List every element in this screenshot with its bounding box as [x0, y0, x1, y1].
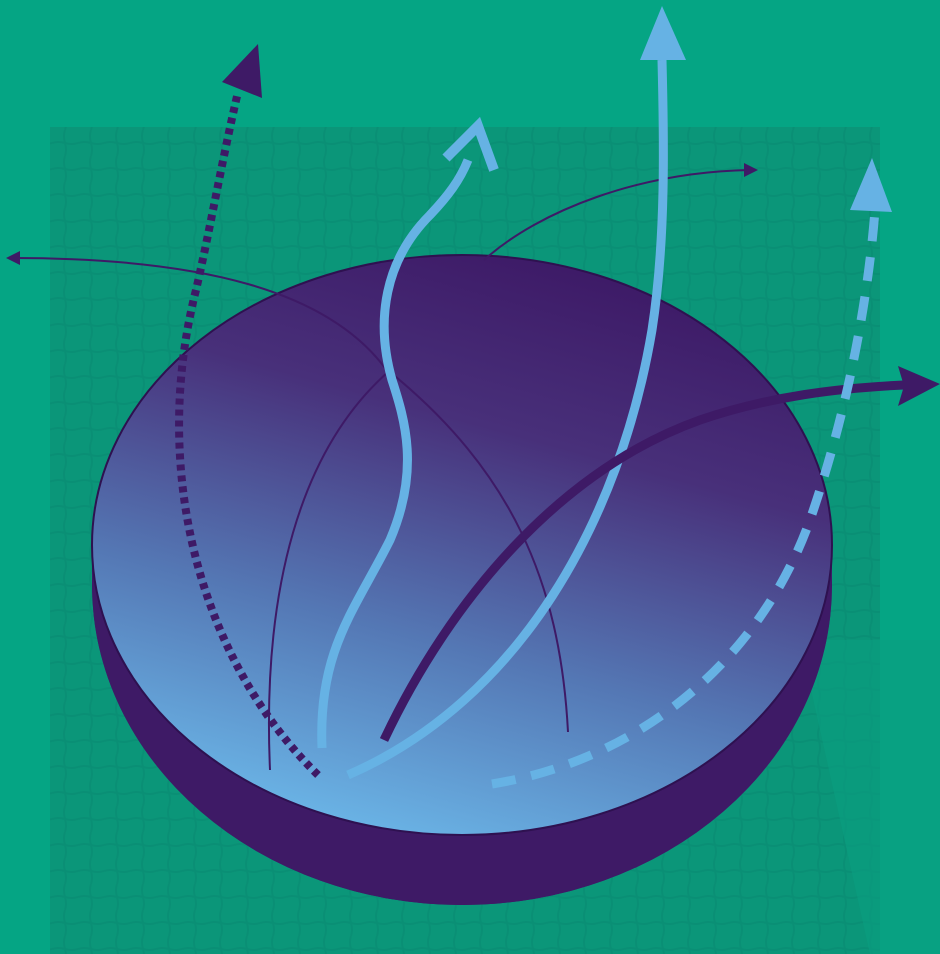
background-shade: [800, 640, 940, 954]
thin-right-arrow: [483, 169, 751, 261]
thick-dark-arrowhead: [898, 366, 940, 406]
tall-light-arrowhead: [640, 6, 686, 60]
wavy-light-arrowhead: [442, 116, 499, 172]
thick-dark-arrow: [379, 380, 905, 742]
thin-left-arrowhead: [6, 251, 20, 265]
disc-top: [91, 254, 833, 836]
dashed-light-arrowhead: [850, 158, 892, 212]
thin-left-arrow: [11, 257, 389, 373]
thin-arc-left: [267, 371, 389, 771]
wavy-light-arrow: [317, 158, 473, 749]
thin-right-arrowhead: [744, 163, 758, 177]
thin-arc-right: [389, 371, 569, 733]
dotted-dark-arrowhead: [222, 44, 262, 98]
tall-light-arrow: [346, 59, 668, 780]
dotted-dark-arrow: [175, 91, 321, 778]
dashed-light-arrow: [491, 209, 880, 789]
